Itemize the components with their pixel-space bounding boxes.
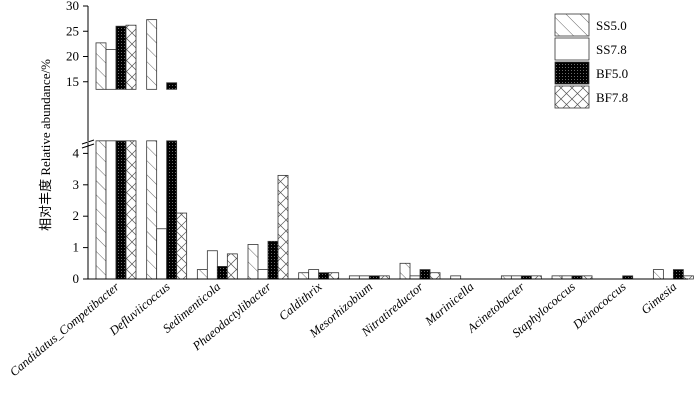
legend-label: SS5.0 <box>596 18 627 33</box>
bar-BF5.0-2 <box>216 266 228 280</box>
axis-break-mark-top <box>81 139 95 145</box>
bar-BF5.0-6 <box>419 269 431 280</box>
bar-SS5.0-1-upper <box>146 19 158 90</box>
bar-SS5.0-6 <box>399 262 411 280</box>
legend-swatch-SS5.0 <box>554 13 590 37</box>
y-tick-label: 1 <box>73 240 80 255</box>
bars-upper-segment <box>95 19 178 90</box>
y-tick-label: 30 <box>66 0 79 13</box>
bar-SS7.8-0 <box>105 140 117 280</box>
legend-swatch-SS7.8 <box>554 37 590 61</box>
y-tick-label: 25 <box>66 23 79 38</box>
bar-SS7.8-2 <box>206 250 218 280</box>
legend-swatch-BF7.8 <box>554 85 590 109</box>
bar-BF7.8-11 <box>682 275 694 280</box>
bar-BF7.8-3 <box>277 174 289 280</box>
y-axis-label: 相对丰度 Relative abundance/% <box>38 59 53 231</box>
y-tick-label: 0 <box>73 271 80 286</box>
y-tick-label: 3 <box>73 177 80 192</box>
bar-BF7.8-0 <box>125 140 137 280</box>
bar-SS5.0-0 <box>95 140 107 280</box>
legend: SS5.0 SS7.8 BF5.0 BF7.8 <box>554 13 628 109</box>
bar-BF7.8-1 <box>176 212 188 280</box>
bar-SS5.0-0-upper <box>95 42 107 90</box>
bar-BF5.0-4 <box>318 272 330 280</box>
legend-swatch-BF5.0 <box>554 61 590 85</box>
bar-BF5.0-3 <box>267 240 279 280</box>
x-category-label: Deinococcus <box>569 279 628 332</box>
legend-label: BF7.8 <box>596 90 628 105</box>
bar-BF5.0-0 <box>115 140 127 280</box>
x-category-label: Caldithrix <box>276 279 325 323</box>
x-category-labels: Candidatus_CompetibacterDefluviicoccusSe… <box>7 279 679 379</box>
bar-SS5.0-4 <box>298 272 310 280</box>
y-tick-label: 15 <box>66 74 79 89</box>
bar-BF7.8-6 <box>429 272 441 280</box>
bar-SS7.8-4 <box>308 269 320 280</box>
bar-SS5.0-2 <box>196 269 208 280</box>
y-ticks: 0 1 2 3 4 15 20 25 30 <box>66 0 88 286</box>
bar-BF7.8-0-upper <box>125 24 137 90</box>
bar-BF7.8-2 <box>226 253 238 280</box>
y-tick-label: 2 <box>73 208 80 223</box>
bar-BF7.8-4 <box>328 272 340 280</box>
bar-BF5.0-1-upper <box>166 82 178 90</box>
bar-SS7.8-3 <box>257 269 269 280</box>
bar-SS5.0-3 <box>247 244 259 280</box>
bar-SS7.8-1 <box>156 228 168 280</box>
bar-BF5.0-1 <box>166 140 178 280</box>
x-category-label: Gimesia <box>638 280 679 318</box>
y-tick-label: 20 <box>66 49 79 64</box>
bar-SS5.0-1 <box>146 140 158 280</box>
legend-label: BF5.0 <box>596 66 628 81</box>
bar-BF5.0-0-upper <box>115 25 127 90</box>
bar-SS7.8-0-upper <box>105 49 117 90</box>
y-tick-label: 4 <box>73 145 80 160</box>
axis-break-mark-bottom <box>81 143 95 149</box>
x-category-label: Candidatus_Competibacter <box>7 279 122 379</box>
bar-BF5.0-11 <box>672 269 684 280</box>
bars-lower-segment <box>95 140 694 280</box>
bar-SS5.0-11 <box>652 269 664 280</box>
legend-label: SS7.8 <box>596 42 627 57</box>
